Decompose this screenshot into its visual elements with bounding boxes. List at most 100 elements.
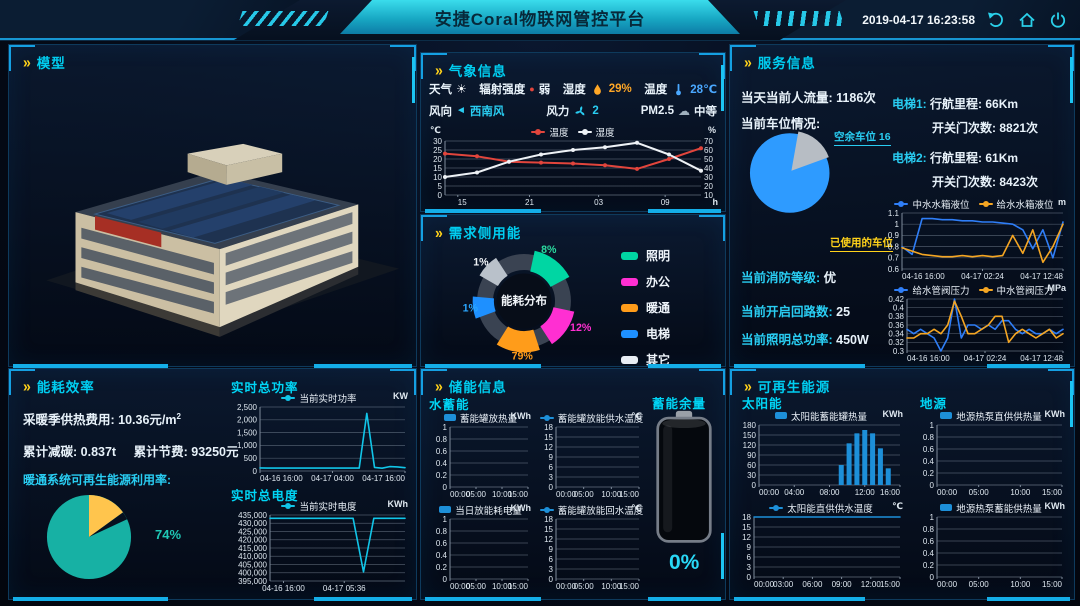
demand-panel: » 需求侧用能 能耗分布 8% 12% 79% 1% 1% 照明 办公 暖通 电… xyxy=(420,214,726,368)
svg-text:0.2: 0.2 xyxy=(923,469,935,478)
svg-text:09:00: 09:00 xyxy=(832,580,853,589)
svg-text:09: 09 xyxy=(661,198,670,207)
legend-item[interactable]: 当日放能耗电量 xyxy=(439,503,522,517)
legend-item[interactable]: 电梯 xyxy=(621,325,670,342)
legend-item[interactable]: 地源热泵直供供热量 xyxy=(940,409,1042,423)
pipe-pressure-chart: 给水管阀压力 中水管阀压力 MPa 0.3 0.32 0.34 0.36 0.38 0.4 0.4… xyxy=(879,283,1069,363)
chart-canvas: 395,000400,000405,000410,000415,000420,0… xyxy=(238,511,406,593)
realtime-power-chart: 当前实时功率 KW 0 500 1,000 1,500 2,000 2,500 04-16 16… xyxy=(227,391,411,483)
svg-text:0: 0 xyxy=(930,573,935,582)
home-icon[interactable] xyxy=(1017,10,1037,30)
legend-item[interactable]: 湿度 xyxy=(577,125,615,139)
panel-chevron-icon: » xyxy=(23,376,31,396)
legend-item[interactable]: 当前实时功率 xyxy=(281,391,357,405)
legend-item[interactable]: 太阳能蓄能罐热量 xyxy=(774,409,867,423)
svg-text:90: 90 xyxy=(747,451,756,460)
svg-text:0.8: 0.8 xyxy=(888,242,900,251)
legend-item[interactable]: 中水水箱液位 xyxy=(894,197,970,211)
elevator1-mileage-line: 电梯1: 行航里程: 66Km xyxy=(892,95,1018,112)
elevator1-doors-line: 开关门次数: 8821次 xyxy=(932,119,1038,136)
weather-chart: 温度 湿度 ℃% h 0 10 5 20 10 30 15 40 20 50 25 60 30 70 15 21 03 0… xyxy=(427,125,719,207)
legend-item[interactable]: 蓄能罐放能供水温度 xyxy=(539,411,643,425)
wind-force-label: 风力 xyxy=(546,106,570,118)
carbon-value: 0.837t xyxy=(80,445,117,459)
svg-text:2,500: 2,500 xyxy=(237,403,258,412)
humidity-drop-icon xyxy=(590,82,605,97)
legend-label: 其它 xyxy=(646,353,671,367)
storage-remaining-label: 蓄能余量 xyxy=(652,397,707,411)
svg-text:1: 1 xyxy=(443,423,448,432)
legend-label: 照明 xyxy=(646,249,671,263)
chart-legend: 温度 湿度 xyxy=(427,125,719,139)
svg-text:0.6: 0.6 xyxy=(923,537,935,546)
svg-text:10: 10 xyxy=(704,191,713,200)
svg-text:0.8: 0.8 xyxy=(923,525,935,534)
svg-text:0: 0 xyxy=(549,483,554,492)
renewable-rate-pie xyxy=(46,494,132,580)
svg-text:0: 0 xyxy=(253,467,258,476)
mileage-label: 行航里程: xyxy=(930,151,983,165)
legend-label: 电梯 xyxy=(646,327,671,341)
legend-item[interactable]: 蓄能罐放能回水温度 xyxy=(539,503,643,517)
svg-text:15:00: 15:00 xyxy=(880,580,901,589)
svg-text:60: 60 xyxy=(704,146,713,155)
wind-force-value: 2 xyxy=(592,105,599,117)
svg-text:0.38: 0.38 xyxy=(888,312,904,321)
svg-text:150: 150 xyxy=(743,431,757,440)
svg-text:0.6: 0.6 xyxy=(436,447,448,456)
legend-item[interactable]: 给水水箱液位 xyxy=(978,197,1054,211)
storage-day-power-chart: 当日放能耗电量 KWh 0 0.2 0.4 0.6 0.8 1 00:00 05:00 10:00 1… xyxy=(427,503,534,591)
power-chart-title: 实时总功率 xyxy=(231,381,299,395)
legend-item[interactable]: 温度 xyxy=(531,125,569,139)
legend-swatch-icon xyxy=(621,251,638,260)
svg-text:15: 15 xyxy=(742,523,751,532)
legend-bar-icon xyxy=(774,412,787,419)
svg-text:3: 3 xyxy=(549,473,554,482)
svg-text:30: 30 xyxy=(747,471,756,480)
legend-item[interactable]: 地源热泵蓄能供热量 xyxy=(940,501,1042,515)
legend-item[interactable]: 太阳能直供供水温度 xyxy=(769,501,873,515)
fire-value: 优 xyxy=(823,271,837,285)
ground-source-label: 地源 xyxy=(920,397,948,411)
wind-direction-label: 风向 xyxy=(429,106,452,118)
legend-dot-icon xyxy=(769,504,784,511)
svg-text:410,000: 410,000 xyxy=(238,552,267,561)
chart-legend: 蓄能罐放热量 xyxy=(427,411,534,425)
wind-direction-group: 风向 ◄ 西南风 xyxy=(429,103,504,119)
legend-label: 当日放能耗电量 xyxy=(455,505,522,517)
legend-bar-icon xyxy=(940,504,953,511)
heating-cost-value: 10.36元/m xyxy=(118,413,177,427)
axis-unit-right: ℃ xyxy=(631,503,642,513)
svg-text:500: 500 xyxy=(244,454,258,463)
legend-item[interactable]: 当前实时电度 xyxy=(281,499,357,513)
svg-text:0.3: 0.3 xyxy=(893,347,905,356)
legend-item[interactable]: 其它 xyxy=(621,351,670,368)
lighting-label: 当前照明总功率: xyxy=(741,333,833,347)
svg-text:0.4: 0.4 xyxy=(923,457,935,466)
axis-unit-right: m xyxy=(1057,197,1066,207)
legend-item[interactable]: 中水管阀压力 xyxy=(978,283,1054,297)
water-storage-label: 水蓄能 xyxy=(429,398,470,412)
legend-item[interactable]: 暖通 xyxy=(621,299,670,316)
legend-item[interactable]: 蓄能罐放热量 xyxy=(443,411,517,425)
svg-text:15: 15 xyxy=(433,164,442,173)
svg-text:04-16 16:00: 04-16 16:00 xyxy=(262,584,305,593)
lighting-value: 450W xyxy=(836,333,869,347)
back-icon[interactable] xyxy=(986,10,1006,30)
legend-dot-icon xyxy=(978,200,993,207)
svg-text:00:00: 00:00 xyxy=(754,580,775,589)
temperature-label: 温度 xyxy=(644,84,668,96)
storage-supply-temp-chart: 蓄能罐放能供水温度 ℃ 0 3 6 9 12 15 18 00:00 05:00 10:00 15:00 xyxy=(538,411,645,499)
visitors-value: 1186次 xyxy=(836,91,876,105)
legend-item[interactable]: 照明 xyxy=(621,247,670,264)
power-icon[interactable] xyxy=(1048,10,1068,30)
svg-text:435,000: 435,000 xyxy=(238,511,267,520)
legend-item[interactable]: 办公 xyxy=(621,273,670,290)
svg-text:18: 18 xyxy=(742,513,751,522)
svg-text:12:00: 12:00 xyxy=(855,488,876,497)
panel-scroll-accent xyxy=(721,65,724,111)
legend-item[interactable]: 给水管阀压力 xyxy=(894,283,970,297)
slice-pct-lighting: 8% xyxy=(541,244,557,256)
panel-title-label: 能耗效率 xyxy=(36,380,95,395)
